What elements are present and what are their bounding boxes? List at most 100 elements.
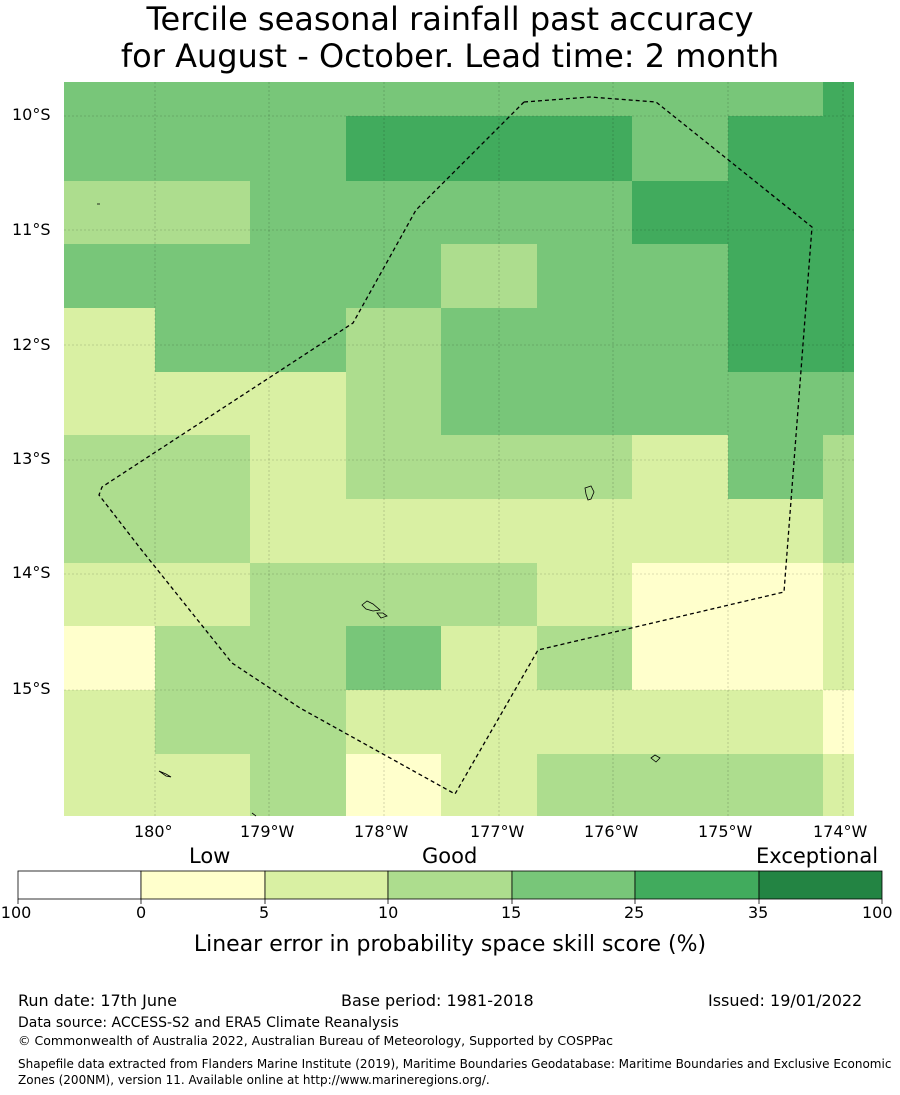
grid-cell — [155, 754, 250, 816]
shapefile-credit-line-2: Zones (200NM), version 11. Available onl… — [18, 1073, 490, 1087]
grid-cell — [632, 308, 728, 372]
grid-cell — [441, 563, 537, 626]
grid-cell — [346, 308, 441, 372]
grid-cell — [155, 82, 250, 116]
colorbar-tick: 15 — [501, 903, 522, 922]
lon-label-175w: 175°W — [698, 822, 753, 841]
grid-cell — [441, 435, 537, 499]
grid-cell — [250, 499, 346, 563]
legend-category-good: Good — [422, 844, 478, 868]
grid-cell — [441, 754, 537, 816]
grid-cell — [155, 116, 250, 181]
shapefile-credit-line-1: Shapefile data extracted from Flanders M… — [18, 1057, 892, 1071]
legend-category-exceptional: Exceptional — [756, 844, 879, 868]
grid-cell — [64, 435, 155, 499]
island-south-edge — [251, 812, 257, 817]
grid-cell — [250, 181, 346, 244]
grid-cell — [346, 181, 441, 244]
grid-cell — [728, 690, 823, 754]
lon-label-178w: 178°W — [354, 822, 409, 841]
grid-cell — [728, 499, 823, 563]
grid-cell — [250, 116, 346, 181]
grid-cell — [346, 82, 441, 116]
grid-cell — [441, 116, 537, 181]
island-wallis — [584, 485, 595, 501]
grid-cell — [155, 626, 250, 690]
lat-label-11s: 11°S — [12, 220, 51, 239]
grid-cell — [632, 435, 728, 499]
grid-cell — [537, 435, 632, 499]
islands — [97, 203, 661, 817]
grid-cell — [823, 244, 854, 308]
grid-cell — [64, 308, 155, 372]
grid-cell — [441, 181, 537, 244]
grid-cell — [250, 372, 346, 435]
colorbar-tick: 10 — [378, 903, 399, 922]
grid-cell — [64, 563, 155, 626]
colorbar-tick: 100 — [862, 903, 893, 922]
grid-cell — [823, 181, 854, 244]
base-period: Base period: 1981-2018 — [341, 991, 534, 1010]
colorbar-tick: 35 — [748, 903, 769, 922]
grid-cell — [250, 563, 346, 626]
colorbar-segment — [511, 870, 636, 900]
grid-cell — [250, 435, 346, 499]
grid-cell — [441, 244, 537, 308]
grid-cell — [346, 116, 441, 181]
grid-cell — [823, 82, 854, 116]
grid-cell — [64, 626, 155, 690]
grid-cell — [823, 754, 854, 816]
grid-cell — [441, 626, 537, 690]
grid-cell — [155, 435, 250, 499]
grid-cell — [632, 181, 728, 244]
lat-label-13s: 13°S — [12, 449, 51, 468]
grid-cell — [823, 372, 854, 435]
colorbar-segment — [140, 870, 266, 900]
grid-cell — [346, 754, 441, 816]
grid-cell — [64, 181, 155, 244]
grid-cell — [441, 372, 537, 435]
lat-label-14s: 14°S — [12, 563, 51, 582]
grid-cell — [346, 626, 441, 690]
grid-cell — [64, 690, 155, 754]
grid-cell — [155, 244, 250, 308]
colorbar-tick: -100 — [0, 903, 32, 922]
grid-cell — [346, 499, 441, 563]
grid-cell — [155, 499, 250, 563]
grid-cell — [537, 563, 632, 626]
grid-cell — [250, 626, 346, 690]
grid-cell — [823, 499, 854, 563]
grid-cell — [537, 308, 632, 372]
run-date: Run date: 17th June — [18, 991, 178, 1010]
grid-cell — [823, 626, 854, 690]
grid-cell — [64, 754, 155, 816]
grid-cell — [441, 499, 537, 563]
eez-boundary — [98, 96, 813, 795]
grid-cell — [64, 499, 155, 563]
data-source: Data source: ACCESS-S2 and ERA5 Climate … — [18, 1015, 399, 1031]
grid-cell — [537, 499, 632, 563]
map-title-line-1: Tercile seasonal rainfall past accuracy — [146, 0, 754, 38]
grid-cell — [728, 626, 823, 690]
grid-cell — [632, 499, 728, 563]
grid-cell — [537, 754, 632, 816]
grid-cell — [346, 244, 441, 308]
colorbar-tick: 0 — [136, 903, 147, 922]
grid-cell — [728, 372, 823, 435]
lon-label-176w: 176°W — [584, 822, 639, 841]
grid-cell — [441, 308, 537, 372]
grid-cell — [728, 82, 823, 116]
grid-cell — [728, 754, 823, 816]
grid-cell — [632, 82, 728, 116]
grid-cell — [155, 308, 250, 372]
grid-cell — [64, 82, 155, 116]
colorbar — [17, 870, 883, 904]
grid-cell — [155, 563, 250, 626]
skill-score-grid — [64, 82, 854, 816]
grid-cell — [250, 754, 346, 816]
grid-cell — [823, 690, 854, 754]
grid-cell — [632, 372, 728, 435]
colorbar-segment — [634, 870, 760, 900]
grid-cell — [728, 181, 823, 244]
